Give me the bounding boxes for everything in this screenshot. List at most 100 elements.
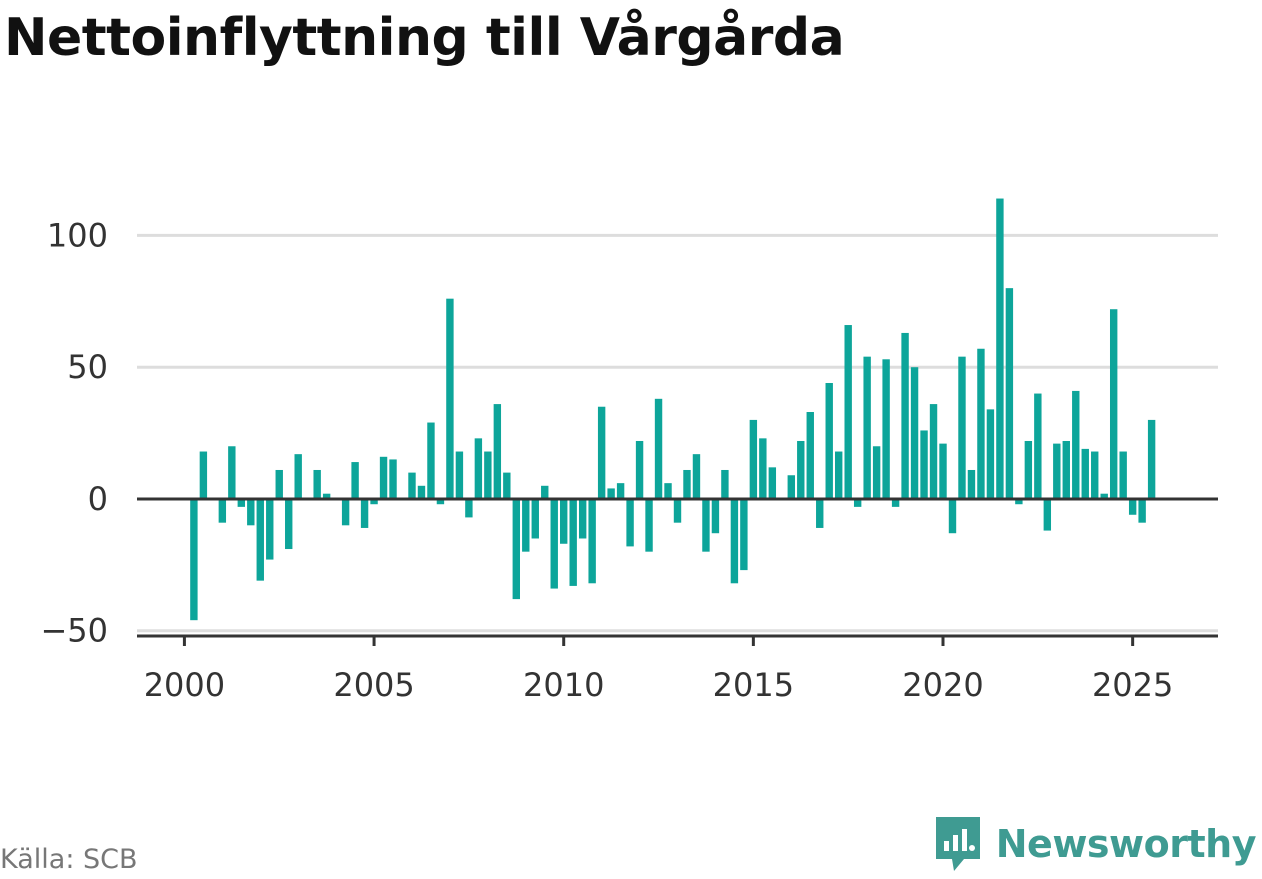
x-tick-label: 2000 <box>144 666 225 704</box>
bar <box>654 398 663 499</box>
x-tick-labels: 2000 2005 2010 2015 2020 2025 <box>144 636 1173 704</box>
bar <box>436 498 445 505</box>
bar <box>379 456 388 499</box>
bar <box>446 298 454 499</box>
bar <box>626 498 634 547</box>
bar <box>1109 309 1118 499</box>
x-tick-label: 2010 <box>523 666 604 704</box>
bar <box>541 485 549 499</box>
bar <box>484 451 492 499</box>
bar <box>294 454 302 499</box>
bar <box>1024 440 1033 499</box>
bar <box>228 446 236 499</box>
bar <box>569 498 577 586</box>
bar <box>550 498 558 589</box>
bar <box>891 498 900 507</box>
x-tick-label: 2020 <box>902 666 983 704</box>
bar <box>835 451 843 499</box>
bar <box>910 367 919 499</box>
bar <box>503 472 511 499</box>
bar <box>256 498 264 581</box>
x-tick-label: 2025 <box>1092 666 1173 704</box>
bar <box>721 469 729 499</box>
bar <box>692 454 701 499</box>
bar <box>199 451 208 499</box>
bar <box>929 404 938 499</box>
bar <box>1119 451 1127 499</box>
gridlines <box>137 233 1218 633</box>
bar <box>1081 448 1089 499</box>
bar <box>844 325 852 499</box>
bar <box>711 498 720 534</box>
bar <box>313 469 321 499</box>
bar <box>882 359 890 499</box>
bar <box>408 472 416 499</box>
bar <box>1100 493 1108 499</box>
bar <box>607 488 615 499</box>
bar <box>768 467 777 499</box>
bar <box>474 438 483 499</box>
bars <box>190 198 1156 621</box>
bar <box>797 440 805 499</box>
y-tick-label: −50 <box>40 612 108 650</box>
bar <box>531 498 539 539</box>
bar <box>948 498 957 534</box>
bar <box>787 475 795 499</box>
bar <box>635 440 644 499</box>
bar <box>806 412 814 499</box>
bar <box>218 498 227 523</box>
x-tick-label: 2015 <box>713 666 794 704</box>
bar <box>958 356 966 499</box>
bar <box>493 404 502 499</box>
bar <box>1053 443 1061 499</box>
bar <box>977 348 985 499</box>
bar <box>939 443 947 499</box>
bar <box>702 498 710 552</box>
bar <box>560 498 568 544</box>
bar <box>1072 390 1080 499</box>
bar <box>1147 419 1156 499</box>
bar <box>417 485 426 499</box>
bar <box>427 422 435 499</box>
bar <box>996 198 1004 499</box>
bar <box>389 459 397 499</box>
bar <box>341 498 350 526</box>
bar <box>512 498 520 600</box>
bar <box>247 498 255 526</box>
bar <box>285 498 293 550</box>
bar <box>455 451 464 499</box>
bar <box>1043 498 1052 531</box>
x-tick-label: 2005 <box>333 666 414 704</box>
bar <box>578 498 587 539</box>
bar <box>920 430 928 499</box>
bar <box>683 469 691 499</box>
bar <box>740 498 748 571</box>
bar <box>588 498 596 584</box>
bar <box>1062 440 1070 499</box>
bar <box>825 383 833 499</box>
bar <box>351 462 359 499</box>
newsworthy-logo-icon <box>935 817 980 871</box>
y-tick-labels: −50 0 50 100 <box>40 216 108 649</box>
bar <box>522 498 530 552</box>
brand-name: Newsworthy <box>995 822 1257 866</box>
bar <box>759 438 767 499</box>
bar <box>322 493 331 499</box>
bar <box>645 498 653 552</box>
y-tick-label: 50 <box>67 348 108 386</box>
bar <box>1128 498 1137 515</box>
bar <box>986 409 995 499</box>
bar <box>749 419 758 499</box>
bar <box>616 483 625 499</box>
bar <box>967 469 976 499</box>
source-label: Källa: SCB <box>0 844 138 875</box>
bar <box>370 498 378 505</box>
bar <box>816 498 824 528</box>
bar <box>237 498 246 507</box>
bar <box>1138 498 1146 523</box>
bar <box>901 332 909 499</box>
bar <box>1091 451 1099 499</box>
bar <box>1005 288 1014 499</box>
bar <box>266 498 274 560</box>
bar <box>664 483 672 499</box>
